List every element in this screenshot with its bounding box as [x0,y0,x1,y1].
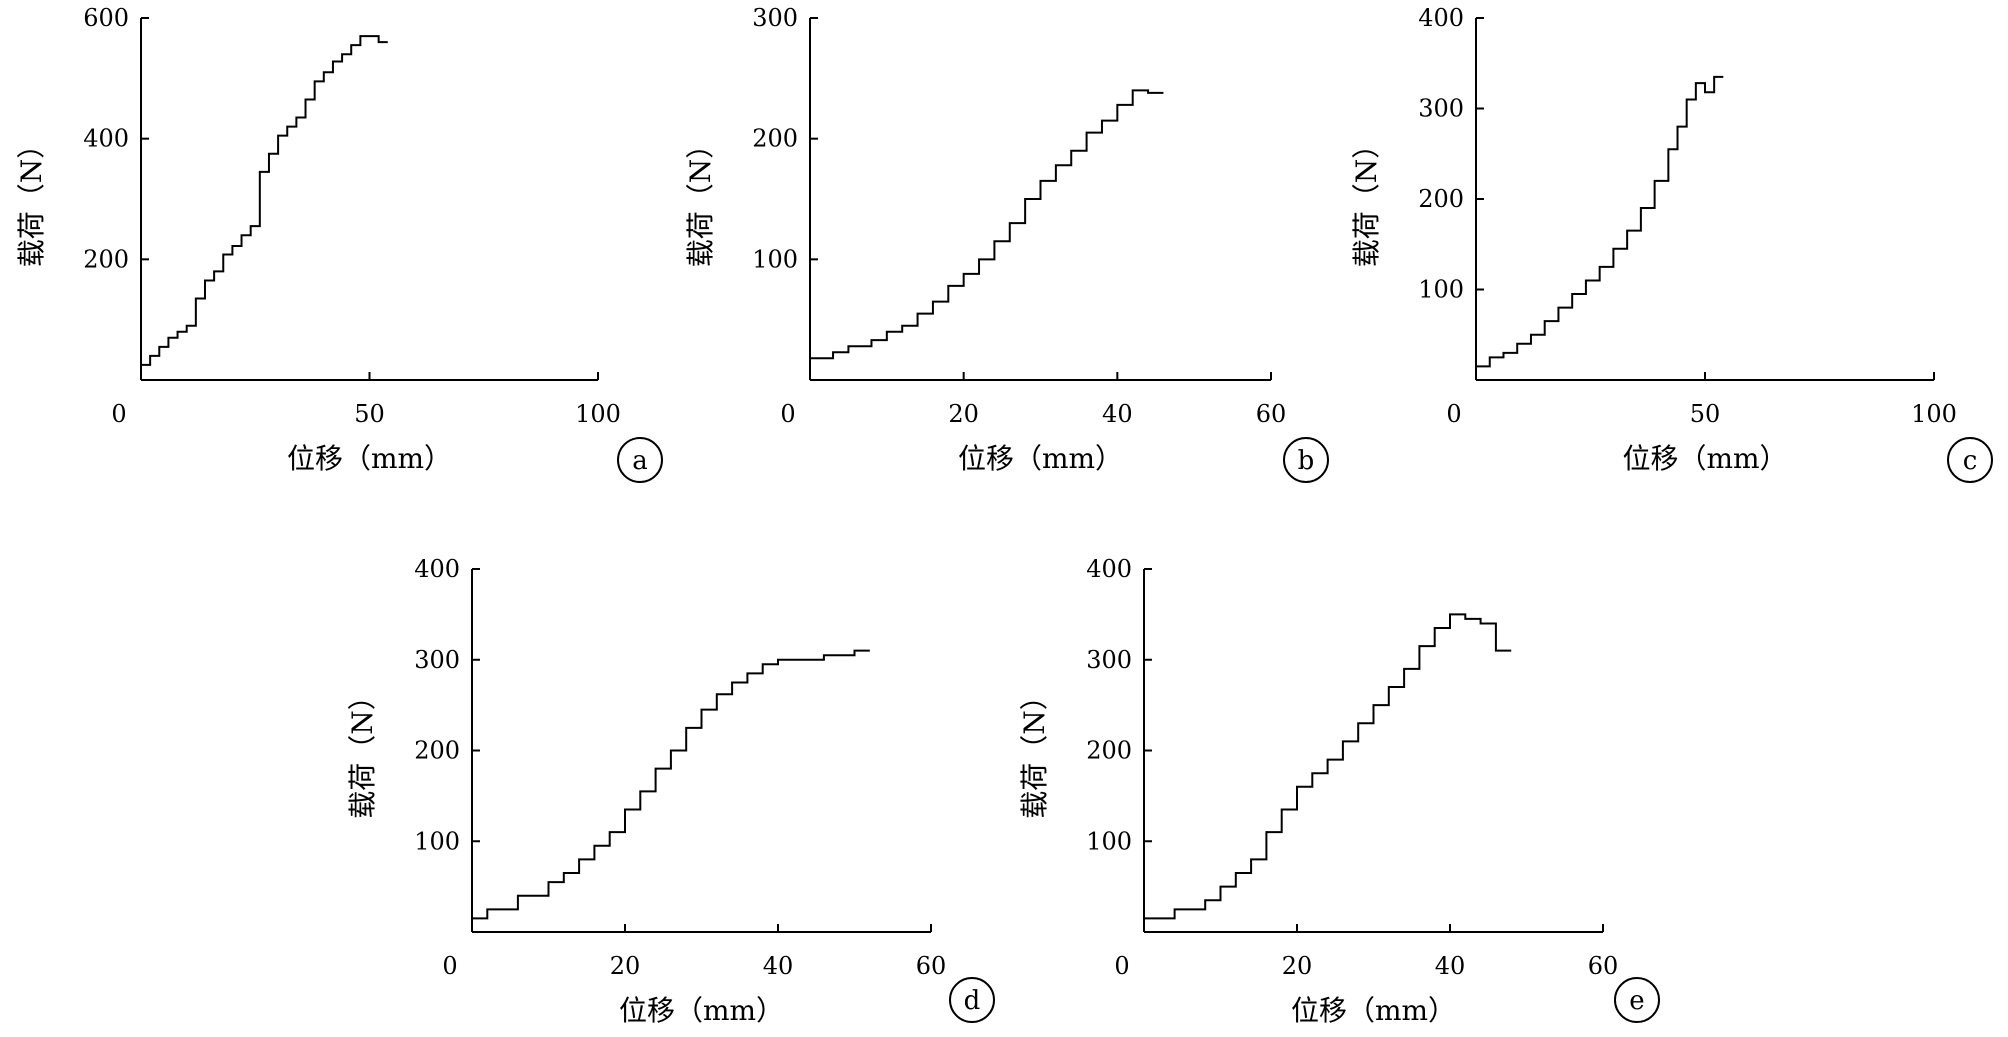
x-tick-label: 0 [111,400,126,428]
x-tick-label: 60 [916,952,947,980]
y-tick-label: 100 [752,245,798,273]
x-tick-label: 60 [1588,952,1619,980]
x-axis-label: 位移（mm） [287,442,452,475]
x-tick-label: 20 [948,400,979,428]
y-tick-label: 300 [1418,95,1464,123]
y-axis-label: 载荷（N） [1350,131,1383,268]
panel-letter-circle [1283,437,1329,483]
chart-panel-c: 0 50 100 100 200 300 400 位移（mm） 载荷（N） c [1350,4,1993,483]
x-tick-label: 40 [1435,952,1466,980]
x-tick-label: 50 [354,400,385,428]
panel-letter-circle [1614,977,1660,1023]
x-tick-label: 60 [1256,400,1287,428]
panel-letter: e [1629,986,1644,1016]
y-tick-label: 400 [1418,4,1464,32]
load-displacement-curve [809,89,1164,362]
x-axis-label: 位移（mm） [958,442,1123,475]
y-axis-label: 载荷（N） [684,131,717,268]
load-displacement-curve [1143,613,1512,923]
y-tick-label: 200 [752,125,798,153]
panel-letter-circle [949,977,995,1023]
panel-letter-circle [617,437,663,483]
x-tick-label: 40 [1102,400,1133,428]
y-tick-label: 200 [414,737,460,765]
panel-letter: b [1298,446,1315,476]
chart-panel-e: 0 20 40 60 100 200 300 400 位移（mm） 载荷（N） e [1018,555,1660,1027]
panel-letter: d [964,986,981,1016]
y-axis-label: 载荷（N） [15,131,48,268]
y-tick-label: 100 [414,827,460,855]
load-displacement-curve [471,649,870,923]
y-tick-label: 100 [1418,276,1464,304]
x-tick-label: 100 [1911,400,1957,428]
y-tick-label: 400 [83,125,129,153]
x-axis-label: 位移（mm） [1291,994,1456,1027]
y-tick-label: 400 [414,555,460,583]
y-axis-label: 载荷（N） [1018,682,1051,819]
x-tick-label: 0 [1114,952,1129,980]
y-tick-label: 300 [1086,646,1132,674]
x-tick-label: 40 [763,952,794,980]
chart-panel-a: 0 50 100 200 400 600 位移（mm） 载荷（N） a [15,4,663,483]
x-tick-label: 20 [1282,952,1313,980]
y-tick-label: 200 [1418,185,1464,213]
load-displacement-curve [1475,75,1724,376]
x-axis-label: 位移（mm） [619,994,784,1027]
x-tick-label: 0 [442,952,457,980]
y-tick-label: 300 [752,4,798,32]
x-tick-label: 50 [1690,400,1721,428]
chart-panel-d: 0 20 40 60 100 200 300 400 位移（mm） 载荷（N） d [346,555,995,1027]
y-tick-label: 300 [414,646,460,674]
x-tick-label: 0 [1446,400,1461,428]
panel-letter: a [632,446,648,476]
x-tick-label: 100 [575,400,621,428]
y-tick-label: 200 [1086,737,1132,765]
x-tick-label: 0 [780,400,795,428]
x-axis-label: 位移（mm） [1622,442,1787,475]
y-tick-label: 200 [83,245,129,273]
x-tick-label: 20 [610,952,641,980]
y-tick-label: 400 [1086,555,1132,583]
panel-letter: c [1963,446,1978,476]
chart-panel-b: 0 20 40 60 100 200 300 位移（mm） 载荷（N） b [684,4,1329,483]
panel-letter-circle [1947,437,1993,483]
y-tick-label: 600 [83,4,129,32]
y-axis-label: 载荷（N） [346,682,379,819]
load-displacement-curve [140,35,388,374]
y-tick-label: 100 [1086,827,1132,855]
